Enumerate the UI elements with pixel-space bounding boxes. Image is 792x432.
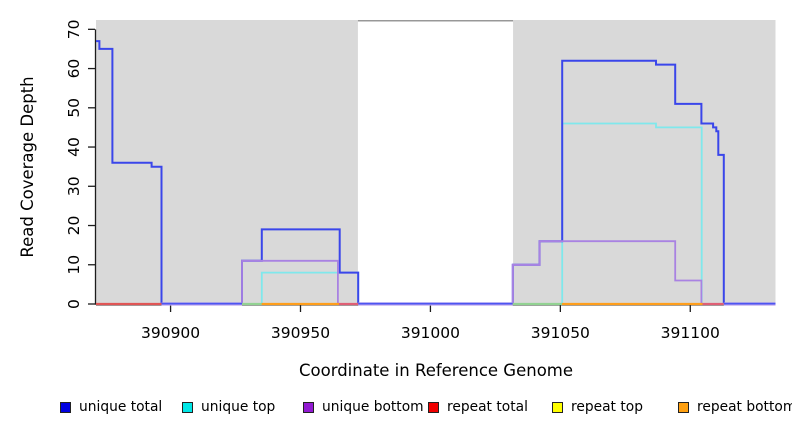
- legend-label: repeat bottom: [697, 399, 792, 415]
- legend-swatch-icon: [428, 401, 439, 413]
- legend-label: unique top: [201, 399, 276, 415]
- y-tick-label: 20: [65, 216, 83, 236]
- x-tick-label: 390900: [141, 324, 200, 342]
- y-tick-label: 40: [65, 137, 83, 157]
- x-tick-label: 391050: [531, 324, 590, 342]
- y-tick-label: 50: [65, 98, 83, 118]
- legend-item-repeat-bottom: repeat bottom: [678, 398, 792, 416]
- y-tick-label: 60: [65, 59, 83, 79]
- legend-label: repeat top: [571, 399, 643, 415]
- axes: 390900 390950 391000 391050 391100 0 10 20 30 40 5…: [65, 19, 776, 342]
- x-axis-title: Coordinate in Reference Genome: [298, 361, 574, 380]
- legend-item-repeat-total: repeat total: [428, 398, 528, 416]
- legend-swatch-icon: [303, 401, 314, 413]
- series-unique-bottom: [96, 240, 776, 305]
- legend-swatch-icon: [182, 401, 193, 413]
- legend-item-unique-top: unique top: [182, 398, 275, 416]
- legend-item-unique-total: unique total: [60, 398, 162, 416]
- y-tick-label: 0: [65, 299, 83, 309]
- x-tick-label: 391000: [401, 324, 460, 342]
- legend-item-repeat-top: repeat top: [552, 398, 643, 416]
- legend-label: unique total: [79, 399, 163, 415]
- y-axis-title: Read Coverage Depth: [18, 76, 37, 257]
- legend-swatch-icon: [678, 401, 689, 413]
- x-tick-label: 391100: [661, 324, 720, 342]
- y-tick-label: 30: [65, 176, 83, 196]
- legend-item-unique-bottom: unique bottom: [303, 398, 424, 416]
- y-tick-label: 70: [65, 19, 83, 39]
- shaded-region: [513, 20, 776, 304]
- shaded-repeat-regions: [96, 19, 776, 304]
- legend-swatch-icon: [552, 401, 563, 413]
- legend-label: unique bottom: [322, 399, 424, 415]
- legend-label: repeat total: [447, 399, 528, 415]
- x-tick-label: 390950: [271, 324, 330, 342]
- y-tick-label: 10: [65, 255, 83, 275]
- legend: unique total unique top unique bottom repea…: [0, 398, 792, 422]
- legend-swatch-icon: [60, 401, 71, 413]
